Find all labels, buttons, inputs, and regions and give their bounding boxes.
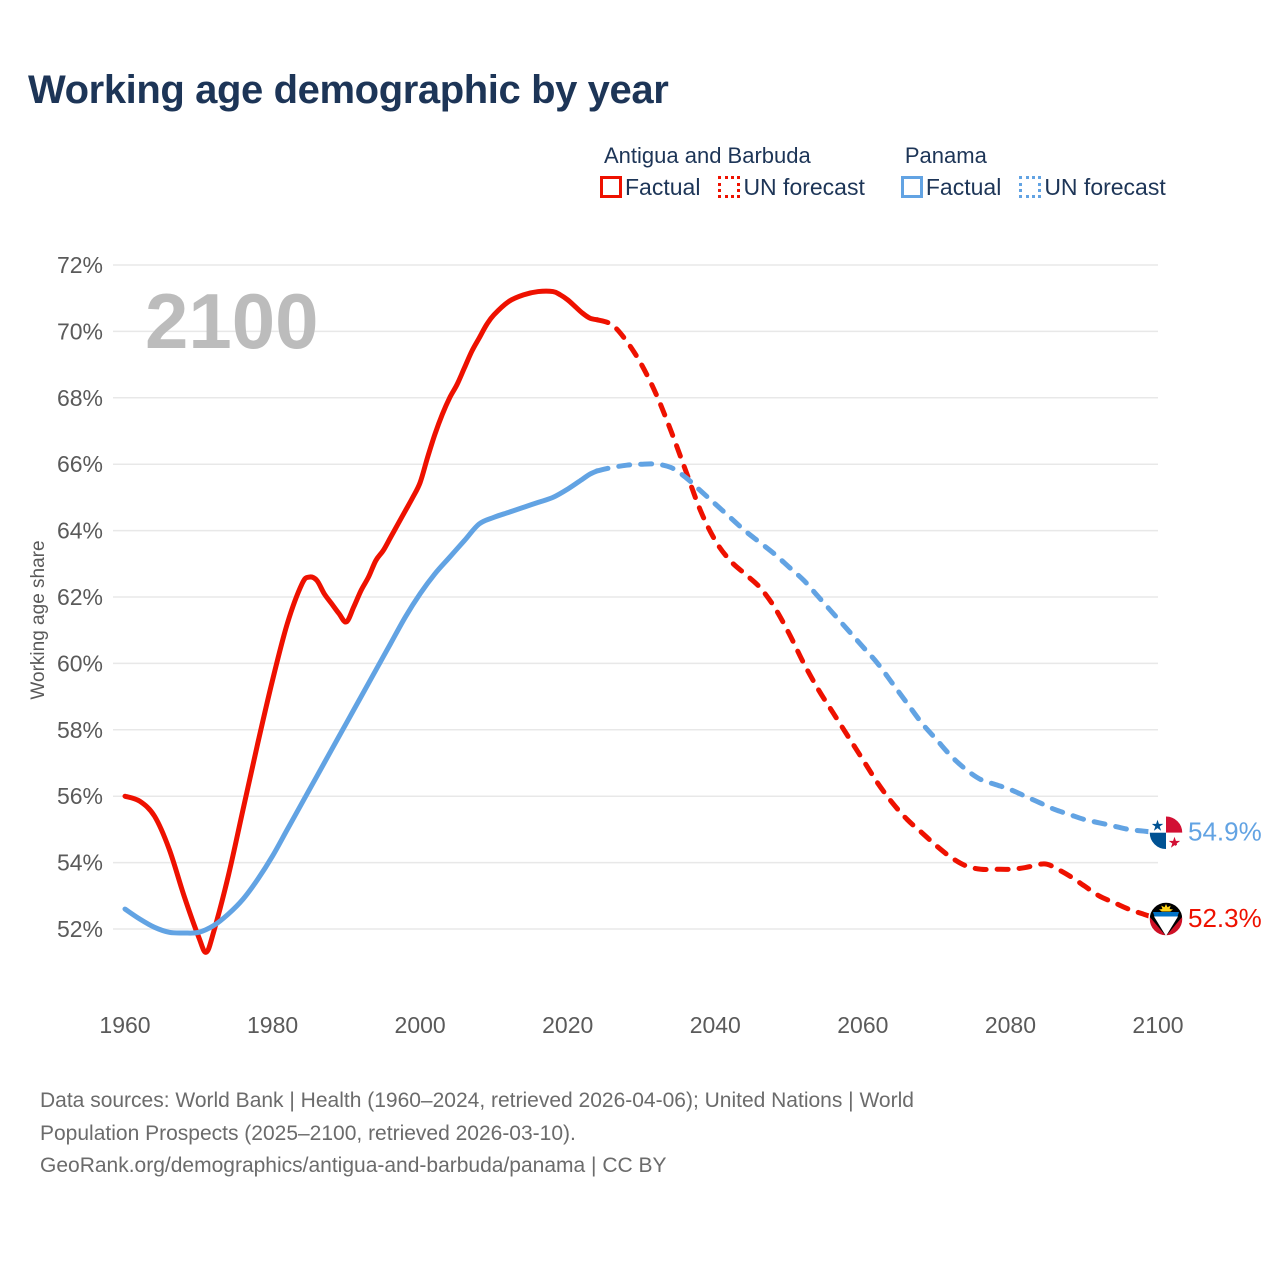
legend-country-panama: Panama: [904, 143, 987, 168]
footer-line-3: GeoRank.org/demographics/antigua-and-bar…: [40, 1154, 667, 1178]
x-tick-label: 2000: [395, 1012, 446, 1038]
legend-swatch-dotted-red-icon: [718, 176, 741, 198]
antigua-end-label: 52.3%: [1188, 903, 1262, 933]
legend-swatch-solid-blue-icon: [900, 176, 923, 198]
legend-swatch-dotted-blue-icon: [1019, 176, 1042, 198]
y-axis-title: Working age share: [28, 540, 49, 699]
end-markers: 54.9% 52.3%: [1148, 814, 1262, 937]
legend-country-antigua-and-barbuda: Antigua and Barbuda: [604, 143, 811, 168]
y-tick-label: 52%: [57, 916, 103, 942]
legend-item-panama-factual[interactable]: Factual: [900, 173, 1002, 201]
y-tick-label: 54%: [57, 850, 103, 876]
legend-label-antigua-factual: Factual: [625, 173, 701, 200]
series-line-forecast-panama: [594, 461, 1161, 836]
y-tick-label: 56%: [57, 783, 103, 809]
panama-end-label: 54.9%: [1188, 817, 1262, 847]
x-tick-label: 2040: [690, 1012, 741, 1038]
y-tick-label: 68%: [57, 385, 103, 411]
line-chart-svg: 52%54%56%58%60%62%64%66%68%70%72% 1960 19…: [28, 252, 1262, 1038]
chart-plot-area: 52% 54% 56% 58% 60% 62% 64% 66% 68% 70% 72% 1960 19…: [28, 252, 1262, 1038]
x-tick-label: 2060: [837, 1012, 888, 1038]
series-paths: [122, 288, 1161, 955]
chart-legend: Antigua and Barbuda Factual UN forecast …: [600, 142, 1166, 201]
series-line-factual-panama: [122, 468, 600, 936]
y-tick-label: 66%: [57, 451, 103, 477]
panama-flag-icon: [1148, 814, 1184, 851]
legend-group-antigua-and-barbuda: Antigua and Barbuda Factual UN forecast: [600, 142, 865, 201]
x-tick-label: 2100: [1132, 1012, 1183, 1038]
y-axis-ticks: 52% 54% 56% 58% 60% 62% 64% 66% 68% 70% 72%: [57, 252, 103, 942]
y-tick-label: 70%: [57, 318, 103, 344]
footer-line-1: Data sources: World Bank | Health (1960–…: [40, 1089, 914, 1112]
y-tick-label: 62%: [57, 584, 103, 610]
legend-label-antigua-un-forecast: UN forecast: [743, 173, 865, 200]
x-tick-label: 2020: [542, 1012, 593, 1038]
page-title: Working age demographic by year: [28, 68, 669, 112]
y-tick-label: 72%: [57, 252, 103, 278]
x-tick-label: 1980: [247, 1012, 298, 1038]
legend-item-antigua-un-forecast[interactable]: UN forecast: [718, 173, 865, 201]
legend-group-panama: Panama Factual UN forecast: [900, 142, 1166, 201]
legend-label-panama-factual: Factual: [925, 173, 1002, 200]
legend-item-panama-un-forecast[interactable]: UN forecast: [1019, 173, 1166, 201]
x-axis-ticks: 1960 1980 2000 2020 2040 2060 2080 2100: [99, 1012, 1183, 1038]
gridlines: [113, 264, 1158, 930]
series-line-forecast-antigua-and-barbuda: [594, 317, 1161, 922]
y-tick-label: 64%: [57, 518, 103, 544]
y-tick-label: 60%: [57, 650, 103, 676]
legend-swatch-solid-red-icon: [600, 176, 622, 198]
x-tick-label: 1960: [99, 1012, 150, 1038]
footer-line-2: Population Prospects (2025–2100, retriev…: [40, 1121, 576, 1145]
antigua-and-barbuda-flag-icon: [1148, 901, 1184, 937]
series-line-factual-antigua-and-barbuda: [122, 288, 600, 955]
y-tick-label: 58%: [57, 717, 103, 743]
legend-item-antigua-factual[interactable]: Factual: [600, 174, 700, 201]
x-tick-label: 2080: [985, 1012, 1036, 1038]
legend-label-panama-un-forecast: UN forecast: [1044, 173, 1166, 200]
footer-sources: Data sources: World Bank | Health (1960–…: [40, 1085, 1220, 1183]
year-watermark: 2100: [145, 277, 319, 365]
